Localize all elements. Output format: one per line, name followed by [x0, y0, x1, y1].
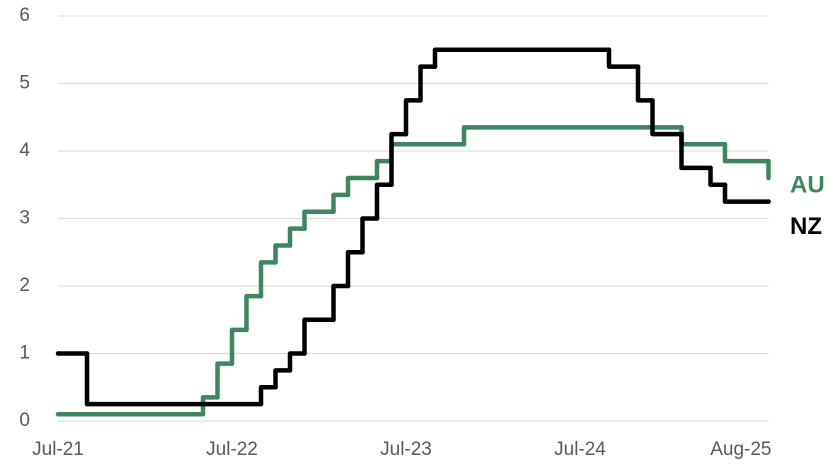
y-tick-label: 3: [19, 208, 30, 229]
line-step: [679, 125, 728, 147]
line-step: [722, 182, 771, 204]
y-tick-label: 5: [19, 73, 30, 94]
y-tick-label: 1: [19, 343, 30, 364]
line-step: [606, 47, 641, 69]
line-step: [302, 317, 336, 356]
line-step: [331, 192, 351, 214]
line-step: [244, 293, 264, 333]
line-step: [389, 131, 409, 187]
line-step: [258, 385, 278, 407]
y-tick-label: 2: [19, 275, 30, 296]
line-step: [345, 175, 380, 198]
series-label: NZ: [790, 213, 822, 240]
line-step: [418, 64, 438, 103]
line-step: [374, 158, 394, 181]
line-step: [403, 98, 423, 137]
series-label: AU: [790, 171, 825, 198]
y-tick-label: 0: [19, 410, 30, 431]
y-tick-label: 6: [19, 5, 30, 26]
line-step: [360, 216, 380, 255]
line-step: [389, 142, 467, 164]
line-step: [287, 226, 307, 248]
line-step: [84, 351, 264, 407]
line-step: [200, 395, 220, 417]
line-step: [273, 368, 293, 390]
line-step: [345, 250, 365, 289]
line-step: [258, 260, 278, 299]
x-tick-label: Jul-21: [32, 439, 84, 460]
line-step: [374, 182, 394, 221]
line-step: [273, 243, 293, 265]
x-tick-label: Jul-23: [380, 439, 432, 460]
line-step: [302, 209, 336, 231]
line-step: [229, 327, 249, 366]
x-tick-label: Aug-25: [710, 439, 771, 460]
line-step: [650, 98, 684, 137]
x-tick-label: Jul-24: [554, 439, 606, 460]
line-step: [722, 142, 771, 164]
line-step: [287, 351, 307, 373]
line-step: [708, 165, 728, 187]
line-step: [432, 47, 612, 69]
line-step: [215, 361, 235, 400]
y-tick-label: 4: [19, 140, 30, 161]
line-step: [679, 131, 713, 171]
x-tick-label: Jul-22: [206, 439, 258, 460]
line-step: [635, 64, 655, 103]
line-step: [331, 283, 351, 322]
line-step: [461, 125, 684, 147]
